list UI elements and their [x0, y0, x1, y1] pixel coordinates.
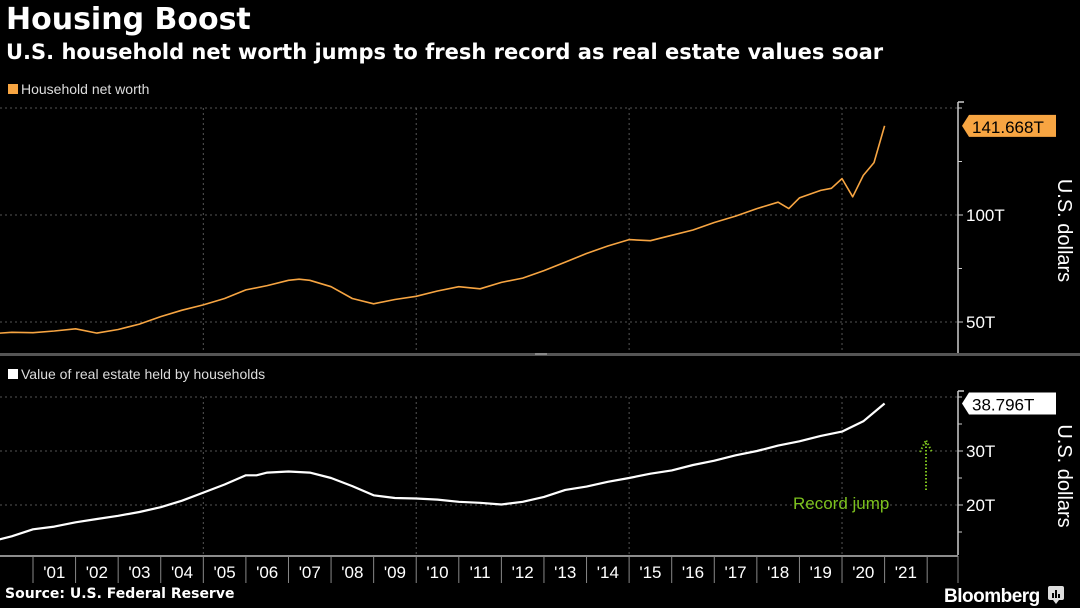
last-value-tag: [962, 114, 1056, 137]
x-tick-label: '11: [470, 563, 491, 582]
x-tick-label: '06: [256, 563, 278, 582]
last-value-label: 141.668T: [972, 118, 1044, 137]
y-tick-label: 50T: [966, 313, 995, 332]
last-value-label: 38.796T: [972, 396, 1034, 415]
panel-real-estate: 20T 30T U.S. dollars 38.796T Record jump: [0, 390, 1075, 555]
x-tick-label: '17: [724, 563, 746, 582]
x-tick-label: '16: [682, 563, 704, 582]
bloomberg-logo: Bloomberg: [944, 582, 1064, 608]
x-tick-label: '03: [128, 563, 150, 582]
x-tick-label: '07: [299, 563, 321, 582]
x-tick-label: '18: [767, 563, 789, 582]
brand-name: Bloomberg: [944, 586, 1040, 607]
legend-swatch-net-worth: [8, 84, 18, 94]
x-tick-label: '01: [43, 563, 65, 582]
legend-swatch-real-estate: [8, 369, 18, 379]
chart-subtitle: U.S. household net worth jumps to fresh …: [6, 40, 884, 64]
panel-resize-handle: [535, 353, 547, 355]
bloomberg-chart-icon: [1047, 586, 1064, 604]
x-tick-label: '08: [341, 563, 363, 582]
legend-label-net-worth: Household net worth: [21, 81, 150, 97]
legend-net-worth: Household net worth: [8, 81, 149, 97]
y-axis-title: U.S. dollars: [1053, 179, 1075, 282]
series-line-real-estate: [0, 402, 886, 541]
y-tick-label: 30T: [966, 442, 995, 461]
x-tick-label: '21: [895, 563, 917, 582]
record-jump-arrow-head: [919, 437, 933, 453]
last-value-tag: [962, 392, 1056, 415]
record-jump-annotation: Record jump: [793, 494, 889, 513]
x-tick-label: '12: [512, 563, 534, 582]
x-tick-label: '13: [554, 563, 576, 582]
x-tick-label: '09: [384, 563, 406, 582]
panel-net-worth: 50T 100T U.S. dollars 141.668T: [0, 101, 1075, 353]
x-tick-label: '04: [171, 563, 193, 582]
y-tick-label: 20T: [966, 496, 995, 515]
x-tick-label: '10: [426, 563, 448, 582]
x-tick-label: '15: [639, 563, 661, 582]
y-axis-title: U.S. dollars: [1053, 424, 1075, 527]
x-tick-label: '05: [214, 563, 236, 582]
legend-label-real-estate: Value of real estate held by households: [21, 366, 266, 382]
legend-real-estate: Value of real estate held by households: [8, 366, 265, 382]
chart-title: Housing Boost: [6, 2, 251, 37]
source-note: Source: U.S. Federal Reserve: [5, 586, 235, 602]
x-tick-label: '14: [597, 563, 619, 582]
series-line-net-worth: [0, 125, 886, 334]
x-tick-label: '20: [852, 563, 874, 582]
y-tick-label: 100T: [966, 206, 1005, 225]
x-tick-label: '02: [86, 563, 108, 582]
x-tick-label: '19: [810, 563, 832, 582]
